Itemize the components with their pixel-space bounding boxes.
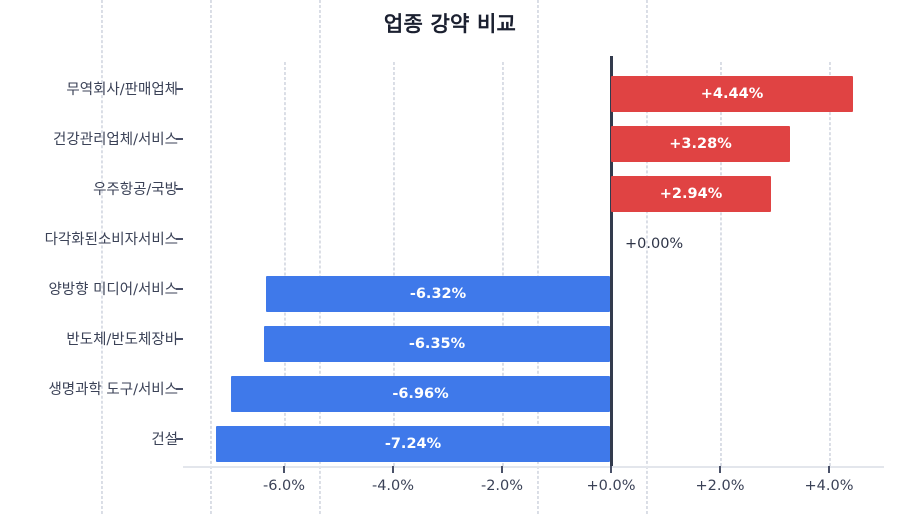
y-axis-label-0: 무역회사/판매업체 (66, 82, 178, 98)
plot-area: +4.44% +3.28% +2.94% +0.00% -6.32% -6.35… (183, 56, 884, 466)
bar-row: -6.96% (183, 376, 884, 412)
gridline-pos2 (537, 0, 539, 514)
y-axis-tick-0 (176, 88, 183, 90)
x-axis-label-neg4: -4.0% (371, 478, 415, 494)
x-axis-label-neg6: -6.0% (262, 478, 306, 494)
x-axis-label-zero: +0.0% (586, 478, 636, 494)
gridline-pos4 (646, 0, 648, 514)
bar-positive[interactable] (611, 76, 853, 112)
x-axis-tick-pos2 (719, 466, 721, 473)
bar-negative[interactable] (216, 426, 610, 462)
plot-gridline-neg2 (502, 62, 504, 466)
y-axis-label-1: 건강관리업체/서비스 (53, 132, 178, 148)
bar-row: +2.94% (183, 176, 884, 212)
y-axis-tick-5 (176, 338, 183, 340)
y-axis-tick-4 (176, 288, 183, 290)
x-axis-label-pos4: +4.0% (804, 478, 854, 494)
plot-gridline-pos2 (720, 62, 722, 466)
zero-baseline (610, 56, 613, 466)
y-axis-label-7: 건설 (151, 432, 178, 448)
bar-row: -7.24% (183, 426, 884, 462)
gridline-neg4 (210, 0, 212, 514)
x-axis-tick-neg4 (392, 466, 394, 473)
bar-negative[interactable] (231, 376, 610, 412)
x-axis-label-pos2: +2.0% (695, 478, 745, 494)
bar-row: +4.44% (183, 76, 884, 112)
bar-row: +0.00% (183, 226, 884, 262)
bar-negative[interactable] (264, 326, 610, 362)
x-axis-tick-neg6 (283, 466, 285, 473)
y-axis-tick-7 (176, 438, 183, 440)
y-axis-label-2: 우주항공/국방 (93, 182, 178, 198)
plot-gridline-neg4 (393, 62, 395, 466)
y-axis-label-3: 다각화된소비자서비스 (44, 232, 178, 248)
y-axis-label-5: 반도체/반도체장비 (66, 332, 178, 348)
y-axis-tick-3 (176, 238, 183, 240)
bar-positive[interactable] (611, 176, 771, 212)
x-axis-label-neg2: -2.0% (480, 478, 524, 494)
bar-positive[interactable] (611, 126, 790, 162)
plot-gridline-pos4 (829, 62, 831, 466)
x-axis-line (183, 466, 884, 468)
bar-row: -6.32% (183, 276, 884, 312)
y-axis-label-6: 생명과학 도구/서비스 (48, 382, 178, 398)
x-axis-tick-zero (610, 466, 612, 473)
y-axis-tick-6 (176, 388, 183, 390)
gridline-neg2 (319, 0, 321, 514)
y-axis-tick-1 (176, 138, 183, 140)
bar-negative[interactable] (266, 276, 610, 312)
y-axis-label-4: 양방향 미디어/서비스 (48, 282, 178, 298)
gridline-neg6 (101, 0, 103, 514)
bar-value-label: +0.00% (625, 236, 684, 252)
x-axis-tick-pos4 (828, 466, 830, 473)
bar-row: -6.35% (183, 326, 884, 362)
y-axis-tick-2 (176, 188, 183, 190)
chart-title: 업종 강약 비교 (383, 12, 517, 36)
plot-gridline-neg6 (284, 62, 286, 466)
x-axis-tick-neg2 (501, 466, 503, 473)
bar-row: +3.28% (183, 126, 884, 162)
